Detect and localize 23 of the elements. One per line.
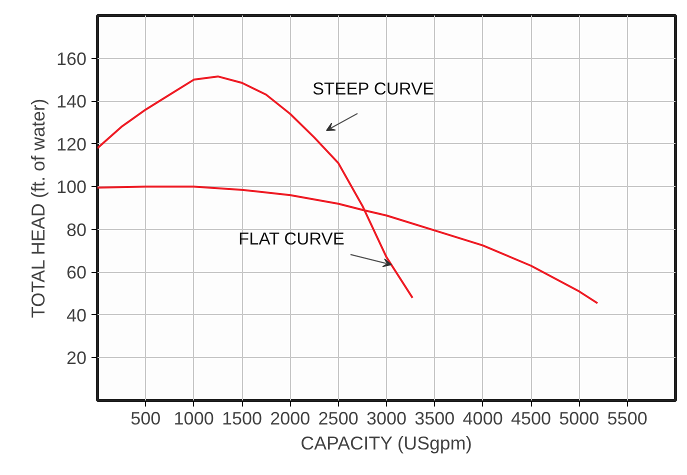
x-tick-label: 5500	[607, 408, 648, 428]
y-tick-label: 60	[66, 262, 87, 283]
y-tick-label: 160	[56, 48, 87, 69]
x-tick-label: 1500	[222, 408, 262, 428]
x-axis-title: CAPACITY (USgpm)	[300, 432, 472, 454]
y-tick-label: 140	[56, 92, 87, 112]
x-tick-label: 500	[130, 408, 161, 428]
y-tick-label: 40	[66, 305, 87, 326]
y-tick-label: 100	[56, 177, 87, 198]
annotation: STEEP CURVE	[312, 78, 434, 98]
x-tick-label: 3000	[366, 408, 407, 428]
annotation: FLAT CURVE	[238, 228, 344, 248]
y-tick-label: 20	[66, 348, 87, 368]
x-tick-label: 3500	[414, 408, 455, 428]
y-tick-label: 80	[66, 220, 87, 240]
x-tick-label: 2000	[270, 408, 310, 428]
x-tick-label: 5000	[559, 408, 600, 428]
x-tick-label: 4500	[510, 408, 552, 428]
x-tick-label: 2500	[318, 408, 358, 428]
y-axis-title: TOTAL HEAD (ft. of water)	[27, 98, 48, 318]
y-tick-label: 120	[56, 134, 87, 154]
x-tick-label: 4000	[462, 408, 503, 428]
x-tick-label: 1000	[174, 408, 214, 428]
